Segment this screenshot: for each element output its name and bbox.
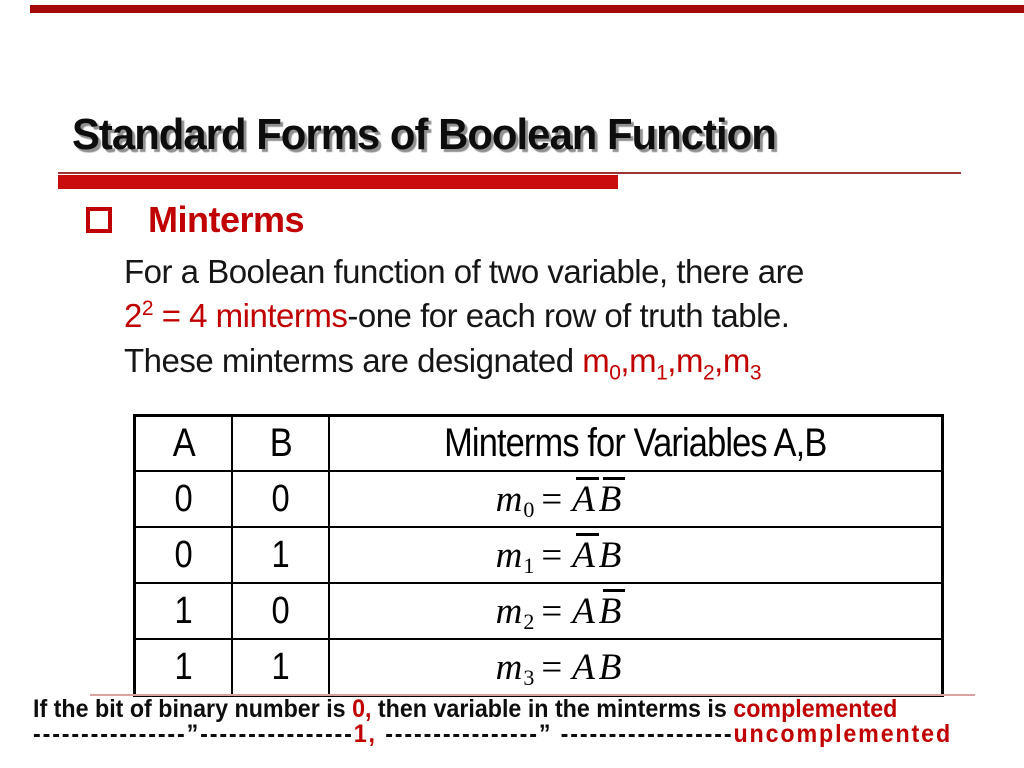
table-row: 1 1 m3 = A B	[133, 638, 944, 697]
cell-a: 0	[133, 526, 233, 584]
minterm-count-highlight: 22 = 4 minterms	[124, 297, 348, 334]
minterm-symbol: m	[675, 342, 704, 379]
column-header-minterms: Minterms for Variables A,B	[328, 414, 944, 472]
title-underline-thin-line	[58, 172, 961, 174]
cell-value: 0	[271, 589, 290, 632]
column-header-label: B	[269, 421, 292, 465]
cell-value: 0	[174, 533, 193, 576]
table-header-row: A B Minterms for Variables A,B	[133, 414, 944, 472]
table-row: 1 0 m2 = A B	[133, 582, 944, 640]
variable-b-complemented: B	[598, 476, 625, 520]
cell-b: 0	[231, 582, 330, 640]
variable-a: A	[572, 646, 595, 688]
footer-highlight-uncomplemented: uncomplemented	[733, 720, 953, 748]
footer-note: If the bit of binary number is 0, then v…	[33, 697, 952, 747]
equals-sign: =	[541, 646, 563, 688]
footer-highlight-complemented: complemented	[733, 695, 898, 723]
separator: ,	[620, 342, 630, 379]
minterm-symbol: m	[495, 534, 523, 576]
title-underline-bar	[58, 175, 618, 189]
cell-minterm-formula: m2 = A B	[328, 582, 944, 640]
minterm-count-text: = 4 minterms	[153, 297, 348, 334]
cell-value: 1	[174, 589, 193, 632]
minterm-index: 1	[523, 552, 535, 578]
footer-dashes: ----------------”----------------	[33, 720, 354, 748]
minterm-index: 1	[656, 361, 668, 385]
footer-line-2: ----------------”----------------1, ----…	[33, 722, 952, 747]
cell-minterm-formula: m1 = A B	[328, 526, 944, 584]
variable-b: B	[598, 646, 622, 688]
paragraph-text: These minterms are designated	[124, 342, 583, 379]
footer-divider-line	[90, 694, 975, 696]
table-row: 0 1 m1 = A B	[133, 526, 944, 584]
cell-value: 1	[271, 533, 290, 576]
footer-highlight-zero: 0,	[352, 695, 372, 723]
minterm-symbol: m	[495, 646, 523, 688]
cell-minterm-formula: m3 = A B	[328, 638, 944, 697]
variable-b: B	[598, 534, 622, 576]
minterm-index: 0	[523, 496, 535, 522]
square-bullet-icon	[86, 207, 112, 233]
equals-sign: =	[541, 590, 563, 632]
slide-title: Standard Forms of Boolean Function	[72, 110, 777, 159]
cell-b: 1	[231, 638, 330, 697]
base-number: 2	[124, 297, 142, 334]
equals-sign: =	[541, 534, 563, 576]
footer-dashes: ----------------” ------------------	[376, 720, 734, 748]
cell-value: 0	[174, 477, 193, 520]
cell-value: 0	[271, 477, 290, 520]
minterm-index: 2	[702, 361, 715, 385]
cell-b: 0	[231, 470, 330, 528]
paragraph-line-3: These minterms are designated m0,m1,m2,m…	[124, 342, 762, 386]
minterm-symbol: m	[495, 590, 523, 632]
minterm-index: 3	[749, 361, 762, 385]
minterms-table: A B Minterms for Variables A,B 0 0 m0 = A B…	[133, 414, 944, 697]
column-header-label: Minterms for Variables A,B	[444, 421, 827, 465]
paragraph-text: For a Boolean function of two variable, …	[124, 253, 804, 290]
footer-line-1: If the bit of binary number is 0, then v…	[33, 697, 952, 722]
minterm-index: 0	[609, 361, 621, 385]
cell-a: 1	[133, 638, 233, 697]
paragraph-line-1: For a Boolean function of two variable, …	[124, 253, 804, 291]
paragraph-line-2: 22 = 4 minterms-one for each row of trut…	[124, 297, 790, 335]
footer-highlight-one: 1,	[353, 720, 377, 748]
minterm-symbol: m	[629, 342, 657, 379]
separator: ,	[667, 342, 676, 379]
minterm-designations: m0,m1,m2,m3	[582, 342, 761, 385]
variable-a: A	[572, 590, 595, 632]
separator: ,	[714, 342, 723, 379]
cell-minterm-formula: m0 = A B	[328, 470, 944, 528]
minterm-index: 3	[523, 664, 535, 690]
footer-text: then variable in the minterms is	[371, 695, 734, 723]
variable-b-complemented: B	[598, 588, 625, 632]
footer-text: If the bit of binary number is	[33, 695, 353, 723]
minterm-symbol: m	[495, 478, 523, 520]
minterm-symbol: m	[582, 342, 610, 379]
column-header-label: A	[172, 421, 195, 465]
column-header-b: B	[231, 414, 330, 472]
section-heading: Minterms	[148, 199, 305, 240]
cell-a: 1	[133, 582, 233, 640]
column-header-a: A	[133, 414, 233, 472]
cell-a: 0	[133, 470, 233, 528]
exponent: 2	[141, 297, 154, 320]
minterm-index: 2	[523, 608, 535, 634]
cell-b: 1	[231, 526, 330, 584]
variable-a-complemented: A	[572, 532, 599, 576]
table-row: 0 0 m0 = A B	[133, 470, 944, 528]
cell-value: 1	[174, 645, 193, 688]
paragraph-text: -one for each row of truth table.	[347, 297, 790, 334]
minterm-symbol: m	[722, 342, 751, 379]
equals-sign: =	[541, 478, 563, 520]
cell-value: 1	[271, 645, 290, 688]
top-red-bar	[30, 5, 1024, 13]
variable-a-complemented: A	[572, 476, 599, 520]
